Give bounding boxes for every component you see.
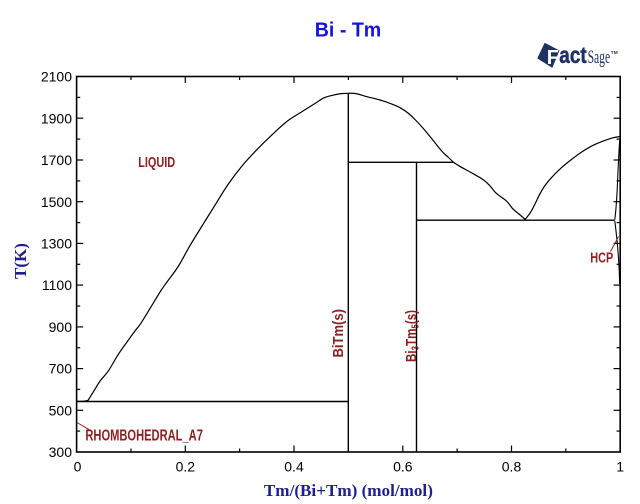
svg-text:900: 900 bbox=[49, 319, 73, 335]
svg-text:1: 1 bbox=[616, 459, 624, 475]
svg-text:BiTm(s): BiTm(s) bbox=[331, 309, 347, 358]
svg-text:1900: 1900 bbox=[41, 110, 72, 126]
svg-text:0.8: 0.8 bbox=[502, 459, 522, 475]
svg-text:Bi3Tm5(s): Bi3Tm5(s) bbox=[404, 310, 422, 362]
svg-text:TM: TM bbox=[611, 50, 618, 56]
svg-text:700: 700 bbox=[49, 361, 73, 377]
svg-text:1300: 1300 bbox=[41, 236, 72, 252]
svg-text:0: 0 bbox=[74, 459, 82, 475]
svg-text:act: act bbox=[559, 42, 587, 68]
svg-text:300: 300 bbox=[49, 444, 73, 460]
svg-text:1500: 1500 bbox=[41, 194, 72, 210]
svg-text:T(K): T(K) bbox=[11, 243, 30, 279]
svg-text:RHOMBOHEDRAL_A7: RHOMBOHEDRAL_A7 bbox=[85, 428, 202, 445]
svg-text:Bi - Tm: Bi - Tm bbox=[315, 19, 382, 42]
svg-text:2100: 2100 bbox=[41, 69, 72, 85]
svg-text:0.4: 0.4 bbox=[284, 459, 304, 475]
svg-text:0.2: 0.2 bbox=[176, 459, 196, 475]
svg-text:LIQUID: LIQUID bbox=[138, 155, 175, 171]
svg-text:Tm/(Bi+Tm) (mol/mol): Tm/(Bi+Tm) (mol/mol) bbox=[264, 481, 433, 500]
svg-text:1700: 1700 bbox=[41, 152, 72, 168]
svg-text:0.6: 0.6 bbox=[393, 459, 413, 475]
svg-text:Sage: Sage bbox=[588, 47, 611, 68]
svg-text:500: 500 bbox=[49, 402, 73, 418]
svg-text:HCP: HCP bbox=[590, 251, 613, 267]
svg-text:1100: 1100 bbox=[42, 277, 72, 293]
svg-text:F: F bbox=[547, 47, 559, 69]
